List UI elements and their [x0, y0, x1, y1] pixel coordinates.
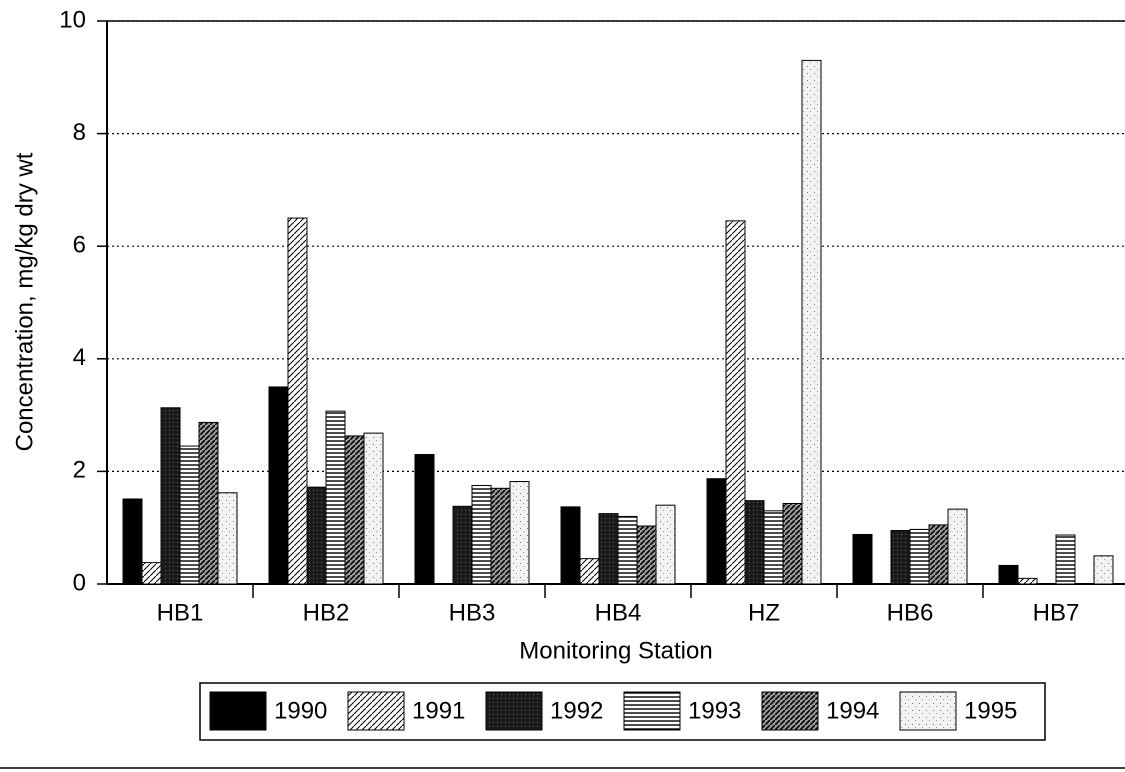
bar	[490, 487, 511, 585]
bar	[617, 515, 638, 585]
bar	[287, 217, 308, 585]
legend-swatch	[209, 691, 267, 731]
x-tick-label: HB3	[449, 599, 496, 626]
legend-label: 1994	[826, 697, 879, 724]
bar	[306, 486, 327, 585]
bar	[636, 525, 657, 585]
bar	[1055, 534, 1076, 585]
bar	[344, 435, 365, 585]
y-tick-label: 0	[73, 569, 86, 596]
bar	[579, 558, 600, 585]
bar	[890, 530, 911, 585]
bar	[744, 500, 765, 585]
bar	[414, 454, 435, 585]
bar	[122, 498, 143, 585]
y-axis-title: Concentration, mg/kg dry wt	[11, 152, 38, 451]
x-tick-label: HB7	[1033, 599, 1080, 626]
bar	[325, 410, 346, 585]
bar	[1093, 555, 1114, 585]
legend-box	[199, 682, 1046, 741]
legend-label: 1990	[274, 697, 327, 724]
bar	[198, 421, 219, 585]
bar	[763, 510, 784, 585]
bar	[706, 478, 727, 585]
bar	[928, 524, 949, 585]
bar	[801, 59, 822, 585]
legend-swatch	[761, 691, 819, 731]
legend-label: 1993	[688, 697, 741, 724]
bar	[725, 220, 746, 585]
legend-swatch	[347, 691, 405, 731]
bar	[1017, 577, 1038, 585]
x-axis-title: Monitoring Station	[519, 637, 712, 664]
bar	[909, 528, 930, 585]
x-tick-label: HB4	[595, 599, 642, 626]
x-tick-label: HZ	[748, 599, 780, 626]
legend-label: 1991	[412, 697, 465, 724]
bar	[179, 445, 200, 585]
bar	[471, 484, 492, 585]
legend-label: 1992	[550, 697, 603, 724]
y-tick-label: 6	[73, 232, 86, 259]
bar	[160, 407, 181, 585]
bar	[998, 564, 1019, 585]
bar	[598, 513, 619, 585]
bar	[509, 481, 530, 585]
bar	[852, 533, 873, 585]
bar	[141, 562, 162, 585]
x-tick-label: HB6	[887, 599, 934, 626]
y-tick-label: 4	[73, 344, 86, 371]
x-tick-label: HB2	[303, 599, 350, 626]
bar	[947, 508, 968, 585]
y-tick-label: 2	[73, 457, 86, 484]
x-tick-label: HB1	[157, 599, 204, 626]
bar	[217, 492, 238, 585]
bar	[452, 505, 473, 585]
bar	[363, 432, 384, 585]
bar	[782, 502, 803, 585]
legend-swatch	[485, 691, 543, 731]
legend-label: 1995	[964, 697, 1017, 724]
bar	[268, 386, 289, 585]
legend-swatch	[899, 691, 957, 731]
bar	[655, 504, 676, 585]
y-tick-label: 8	[73, 119, 86, 146]
legend-swatch	[623, 691, 681, 731]
bar	[560, 506, 581, 585]
y-tick-label: 10	[59, 6, 86, 33]
